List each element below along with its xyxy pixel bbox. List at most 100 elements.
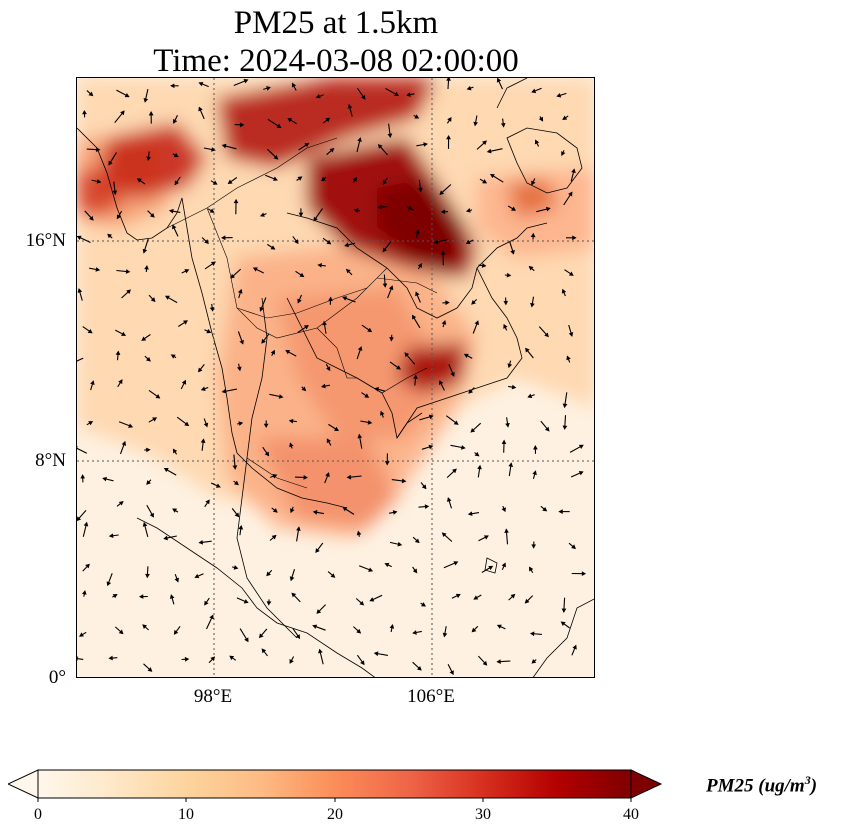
colorbar-extend-max: [630, 769, 663, 799]
wind-arrow-head: [482, 179, 488, 184]
wind-arrow-head: [544, 426, 550, 432]
wind-arrow-head: [438, 380, 444, 386]
wind-arrow-head: [440, 209, 446, 215]
wind-arrow-head: [299, 272, 305, 278]
wind-arrow-head: [488, 565, 494, 571]
wind-arrow-head: [115, 350, 121, 356]
wind-arrow-head: [578, 470, 584, 476]
wind-arrow-head: [210, 261, 216, 266]
wind-arrow-head: [126, 289, 131, 295]
wind-arrow-head: [200, 386, 206, 391]
wind-arrow-head: [556, 93, 562, 98]
wind-arrow-head: [288, 418, 294, 424]
wind-arrow-head: [263, 423, 269, 429]
wind-arrow: [77, 357, 84, 362]
wind-arrow-head: [209, 307, 215, 312]
wind-arrow-head: [230, 273, 236, 279]
wind-arrow-head: [118, 629, 124, 635]
wind-arrow-head: [558, 509, 563, 515]
wind-arrow-head: [511, 384, 517, 390]
wind-arrow-head: [128, 423, 134, 428]
wind-arrow-head: [198, 540, 204, 545]
wind-arrow-head: [496, 78, 502, 83]
coastlines: [77, 78, 594, 677]
wind-arrow-head: [505, 422, 510, 428]
wind-arrow-head: [96, 179, 102, 184]
wind-arrow-head: [77, 288, 83, 293]
wind-arrow-head: [221, 388, 227, 394]
wind-arrow-head: [289, 658, 294, 664]
wind-arrow-head: [102, 476, 107, 482]
wind-arrow-head: [542, 506, 548, 512]
wind-arrow-head: [504, 528, 509, 534]
wind-arrow-head: [527, 393, 533, 399]
colorbar-extend-min: [8, 769, 39, 799]
wind-arrow-head: [145, 356, 151, 362]
wind-arrow-head: [470, 428, 476, 433]
pm25-map: [77, 78, 594, 677]
wind-arrow-head: [568, 271, 574, 276]
wind-arrow-head: [384, 562, 390, 568]
wind-arrow-head: [81, 590, 87, 595]
wind-arrow-head: [544, 332, 549, 338]
wind-arrow-head: [473, 595, 479, 600]
wind-arrow-head: [346, 474, 352, 480]
wind-arrow-head: [367, 327, 373, 333]
wind-arrow-head: [317, 263, 322, 268]
wind-arrow-head: [150, 297, 156, 303]
wind-arrow-head: [428, 444, 434, 450]
wind-arrow-head: [124, 93, 130, 98]
wind-arrow-head: [561, 151, 566, 157]
wind-arrow-head: [320, 176, 326, 182]
wind-arrow-head: [389, 623, 395, 629]
wind-arrow-head: [428, 414, 434, 420]
colorbar-tick-20: 20: [327, 806, 343, 823]
pm25-field: [77, 78, 594, 538]
wind-arrow-head: [239, 339, 244, 345]
wind-arrow-head: [148, 111, 154, 116]
wind-arrow-head: [295, 634, 301, 640]
wind-arrow-head: [387, 133, 393, 139]
wind-arrow-head: [204, 600, 209, 606]
wind-arrow-head: [367, 420, 373, 425]
wind-arrow-head: [85, 563, 90, 569]
wind-arrow-head: [530, 232, 536, 238]
wind-arrow-head: [528, 265, 534, 271]
lat-label-0: 0°: [48, 667, 66, 688]
wind-arrow-head: [531, 659, 537, 664]
wind-arrow-head: [483, 535, 489, 540]
wind-arrow-head: [211, 147, 216, 152]
wind-arrow-head: [416, 666, 422, 671]
colorbar-tick-30: 30: [475, 806, 491, 823]
wind-arrow-head: [447, 116, 452, 122]
wind-arrow-head: [382, 179, 387, 185]
wind-arrow-head: [489, 173, 495, 179]
wind-arrow-head: [388, 285, 394, 291]
wind-arrow-head: [149, 512, 154, 518]
wind-arrow-head: [357, 433, 363, 439]
wind-arrow-head: [345, 268, 351, 274]
wind-arrow-head: [264, 451, 270, 457]
wind-arrow-head: [316, 609, 322, 614]
wind-arrow-head: [266, 86, 271, 91]
wind-arrow-head: [181, 379, 187, 385]
wind-arrow-head: [141, 336, 147, 341]
wind-arrow-head: [534, 139, 540, 145]
wind-arrow-head: [170, 354, 176, 359]
wind-arrow-head: [259, 212, 265, 217]
wind-arrow-head: [474, 320, 479, 326]
wind-arrow-head: [467, 511, 473, 517]
wind-arrow-head: [107, 233, 112, 239]
wind-arrow-head: [238, 524, 244, 530]
wind-arrow-head: [503, 323, 508, 329]
wind-arrow-head: [227, 179, 233, 184]
wind-arrow-head: [184, 269, 190, 274]
wind-arrow-head: [266, 601, 272, 606]
wind-arrow-head: [496, 624, 502, 629]
wind-arrow-head: [471, 627, 477, 633]
wind-arrow-head: [442, 632, 448, 638]
wind-arrow-head: [452, 468, 457, 474]
wind-arrow: [77, 447, 88, 454]
colorbar-label-suffix: ): [810, 775, 818, 797]
wind-arrow-head: [261, 648, 267, 654]
